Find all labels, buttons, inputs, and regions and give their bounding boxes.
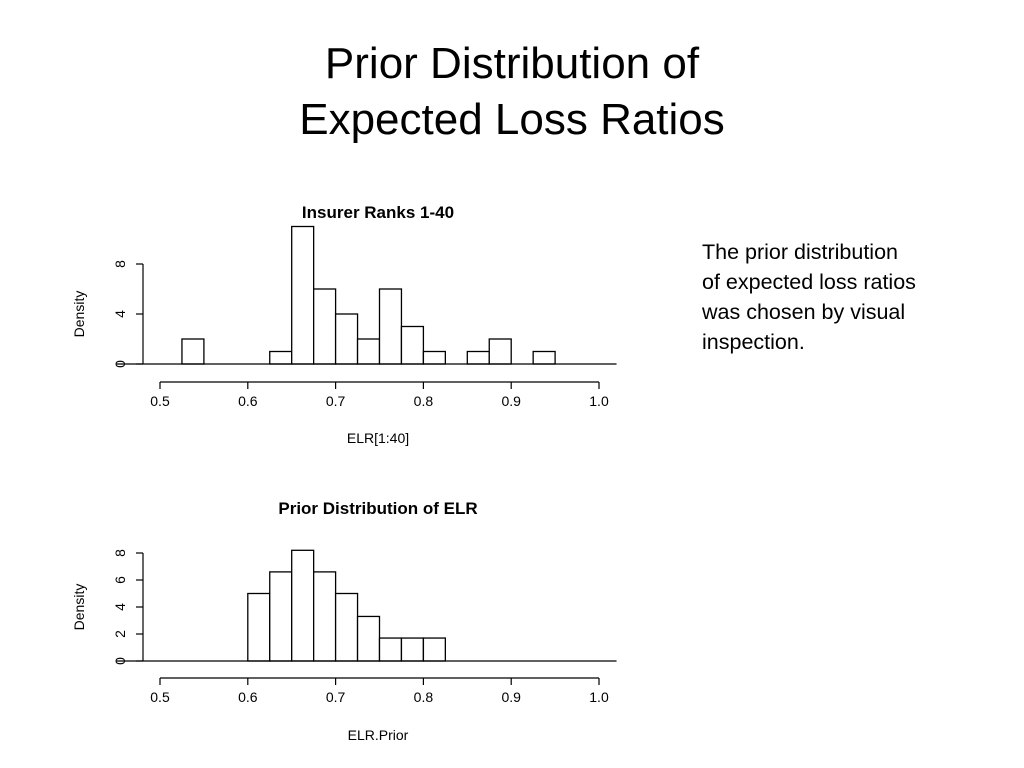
histogram-bar <box>356 615 381 662</box>
histogram-bar <box>400 637 425 662</box>
x-tick-label: 1.0 <box>589 689 609 705</box>
y-tick-label: 8 <box>112 549 128 557</box>
histogram-bar <box>269 571 293 662</box>
x-tick-label: 0.6 <box>238 393 258 409</box>
body-line: inspection. <box>702 330 805 354</box>
x-axis-label: ELR[1:40] <box>347 430 409 446</box>
slide-title-line-1: Prior Distribution of <box>324 39 700 88</box>
histogram-insurer-ranks: Insurer Ranks 1-40 0.5 0.6 0.7 0.8 0.9 1.0 ELR[… <box>71 203 617 446</box>
x-tick-label: 0.6 <box>238 689 258 705</box>
x-tick-label: 1.0 <box>589 393 609 409</box>
x-axis-label: ELR.Prior <box>348 727 409 743</box>
y-tick-label: 8 <box>112 260 128 268</box>
histogram-bar <box>291 549 315 662</box>
slide-title: Prior Distribution of Expected Loss Rati… <box>0 36 1024 148</box>
histogram-bar <box>291 225 315 365</box>
histogram-bar <box>532 350 556 365</box>
y-tick-label: 4 <box>112 603 128 611</box>
y-tick-label: 2 <box>112 630 128 638</box>
histogram-bar <box>422 637 446 662</box>
histogram-bar <box>181 338 205 365</box>
histogram-bar <box>466 350 490 365</box>
histogram-bar <box>488 338 512 365</box>
histogram-bar <box>312 288 337 365</box>
x-tick-label: 0.7 <box>326 393 346 409</box>
body-line: The prior distribution <box>702 240 898 264</box>
histogram-bar <box>422 350 446 365</box>
x-tick-label: 0.8 <box>414 393 434 409</box>
x-tick-label: 0.5 <box>150 689 170 705</box>
x-tick-label: 0.9 <box>501 393 521 409</box>
histogram-prior-elr: Prior Distribution of ELR 0.5 0.6 0.7 0.8 0.9… <box>71 499 617 743</box>
x-tick-label: 0.7 <box>326 689 346 705</box>
histogram-bar <box>312 571 337 662</box>
histogram-bar <box>356 338 381 365</box>
slide-body-text: The prior distribution of expected loss … <box>702 237 992 357</box>
x-tick-label: 0.5 <box>150 393 170 409</box>
histogram-bar <box>334 313 359 365</box>
chart-title: Insurer Ranks 1-40 <box>302 203 454 222</box>
x-tick-label: 0.9 <box>501 689 521 705</box>
body-line: of expected loss ratios <box>702 270 916 294</box>
x-tick-label: 0.8 <box>414 689 434 705</box>
y-tick-label: 0 <box>112 360 128 368</box>
histogram-bar <box>269 350 293 365</box>
histogram-bar <box>334 592 359 662</box>
y-tick-label: 6 <box>112 576 128 584</box>
histogram-bar <box>247 592 271 662</box>
histogram-bar <box>400 325 425 365</box>
histogram-bar <box>378 288 403 365</box>
histogram-bar <box>378 637 403 662</box>
y-axis-label: Density <box>71 291 87 338</box>
y-tick-label: 4 <box>112 310 128 318</box>
slide-title-line-2: Expected Loss Ratios <box>299 95 725 144</box>
y-axis-label: Density <box>71 584 87 631</box>
y-tick-label: 0 <box>112 657 128 665</box>
chart-title: Prior Distribution of ELR <box>278 499 477 518</box>
body-line: was chosen by visual <box>702 300 906 324</box>
